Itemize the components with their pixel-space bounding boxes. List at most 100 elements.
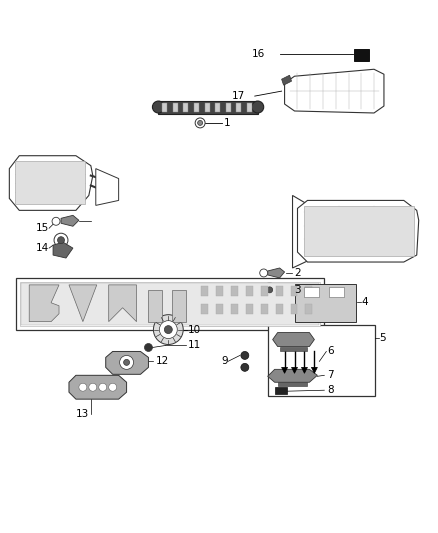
Polygon shape [297, 200, 419, 262]
Bar [226, 103, 231, 112]
Polygon shape [109, 285, 137, 321]
Bar [278, 382, 307, 386]
Circle shape [252, 101, 264, 113]
Bar [268, 325, 375, 396]
Bar [184, 103, 188, 112]
Bar [304, 287, 319, 297]
Bar [231, 304, 238, 314]
Text: 16: 16 [251, 50, 265, 59]
Text: 8: 8 [327, 385, 334, 395]
Polygon shape [301, 367, 307, 373]
Bar [247, 103, 252, 112]
Polygon shape [96, 168, 119, 205]
Bar [162, 103, 167, 112]
Bar [205, 103, 209, 112]
Circle shape [241, 364, 249, 372]
Bar [159, 101, 258, 114]
Bar [261, 286, 268, 296]
Bar [329, 287, 344, 297]
Text: 7: 7 [327, 370, 334, 381]
Polygon shape [9, 156, 93, 211]
Text: 14: 14 [36, 243, 49, 253]
Circle shape [52, 217, 60, 225]
Polygon shape [268, 369, 318, 382]
Circle shape [241, 351, 249, 359]
Circle shape [57, 237, 64, 244]
Bar [246, 286, 253, 296]
Circle shape [153, 314, 183, 344]
Bar [173, 103, 178, 112]
Text: 11: 11 [188, 341, 201, 351]
Circle shape [79, 383, 87, 391]
Bar [16, 278, 324, 329]
Bar [236, 103, 241, 112]
Bar [305, 286, 312, 296]
Polygon shape [148, 290, 162, 321]
Polygon shape [268, 268, 285, 278]
Text: 3: 3 [294, 285, 301, 295]
Polygon shape [311, 367, 318, 373]
Polygon shape [172, 290, 186, 321]
Bar [20, 282, 320, 326]
Text: 4: 4 [361, 297, 368, 307]
Circle shape [195, 118, 205, 128]
Polygon shape [285, 69, 384, 113]
Bar [261, 304, 268, 314]
Circle shape [159, 321, 177, 338]
Bar [216, 304, 223, 314]
Bar [216, 286, 223, 296]
Text: 12: 12 [155, 357, 169, 366]
Bar [21, 283, 319, 325]
Circle shape [54, 233, 68, 247]
Circle shape [89, 383, 97, 391]
Bar [201, 286, 208, 296]
Text: 5: 5 [379, 333, 385, 343]
Polygon shape [106, 351, 148, 374]
Polygon shape [293, 196, 309, 268]
Text: 15: 15 [36, 223, 49, 233]
Bar [294, 284, 356, 321]
Polygon shape [292, 367, 297, 373]
Polygon shape [255, 304, 278, 316]
Bar [231, 286, 238, 296]
Circle shape [198, 120, 203, 125]
Text: 6: 6 [327, 346, 334, 357]
Bar [15, 160, 85, 204]
Circle shape [164, 326, 172, 334]
Bar [201, 304, 208, 314]
Polygon shape [273, 333, 314, 346]
Circle shape [109, 383, 117, 391]
Circle shape [152, 101, 164, 113]
Polygon shape [53, 242, 73, 258]
Bar [290, 286, 297, 296]
Bar [194, 103, 199, 112]
Text: 1: 1 [224, 118, 230, 128]
Text: 9: 9 [221, 357, 228, 366]
Circle shape [145, 343, 152, 351]
Bar [279, 348, 307, 351]
Text: 10: 10 [188, 325, 201, 335]
Polygon shape [61, 215, 79, 226]
Polygon shape [69, 375, 127, 399]
Bar [275, 387, 286, 394]
Polygon shape [69, 285, 97, 321]
Circle shape [124, 359, 130, 365]
Polygon shape [282, 75, 292, 85]
Circle shape [120, 356, 134, 369]
Text: 2: 2 [294, 268, 301, 278]
Text: 13: 13 [76, 409, 89, 419]
Bar [354, 50, 369, 61]
Bar [215, 103, 220, 112]
Polygon shape [282, 367, 288, 373]
Circle shape [267, 287, 273, 293]
Bar [290, 304, 297, 314]
Bar [304, 206, 414, 256]
Bar [246, 304, 253, 314]
Bar [276, 304, 283, 314]
Circle shape [99, 383, 107, 391]
Bar [305, 304, 312, 314]
Circle shape [263, 283, 277, 297]
Polygon shape [29, 285, 59, 321]
Circle shape [260, 269, 268, 277]
Bar [276, 286, 283, 296]
